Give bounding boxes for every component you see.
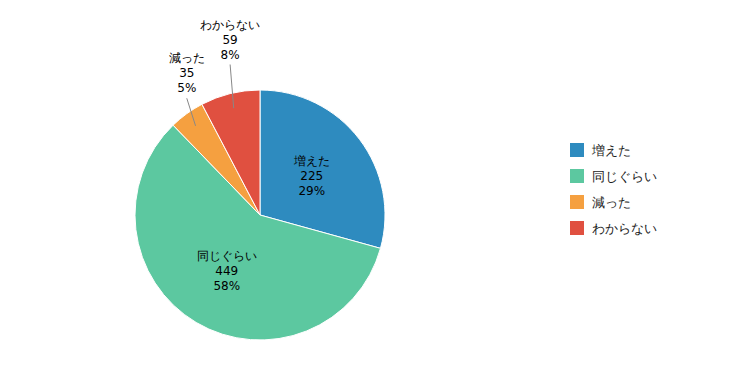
- data-label-line: わからない: [200, 18, 260, 32]
- legend-label: 同じぐらい: [592, 169, 657, 184]
- pie-slice: [202, 90, 260, 215]
- data-label-line: 8%: [221, 48, 240, 62]
- data-label-line: 5%: [177, 81, 196, 95]
- data-label-line: 増えた: [293, 154, 330, 168]
- data-label-line: 225: [300, 169, 323, 183]
- chart: 増えた22529%同じぐらい44958%減った355%わからない598%増えた同…: [0, 0, 756, 378]
- legend-swatch: [570, 221, 584, 235]
- data-label: わからない598%: [200, 18, 260, 62]
- data-label-line: 同じぐらい: [197, 249, 257, 263]
- leader-line: [187, 98, 196, 126]
- legend-swatch: [570, 143, 584, 157]
- data-label-line: 449: [215, 264, 238, 278]
- data-label-line: 35: [179, 66, 194, 80]
- data-label: 減った355%: [169, 51, 205, 95]
- data-label: 増えた22529%: [293, 154, 330, 198]
- data-label-line: 29%: [298, 184, 325, 198]
- data-label-line: 58%: [213, 279, 240, 293]
- legend: 増えた同じぐらい減ったわからない: [570, 143, 657, 236]
- leader-line: [230, 65, 234, 109]
- legend-label: 減った: [592, 195, 631, 210]
- data-labels: 増えた22529%同じぐらい44958%減った355%わからない598%: [169, 18, 330, 293]
- legend-label: 増えた: [591, 143, 631, 158]
- data-label-line: 59: [222, 33, 237, 47]
- legend-swatch: [570, 195, 584, 209]
- slices: [135, 90, 385, 340]
- data-label: 同じぐらい44958%: [197, 249, 257, 293]
- data-label-line: 減った: [169, 51, 205, 65]
- legend-swatch: [570, 169, 584, 183]
- legend-label: わからない: [592, 221, 657, 236]
